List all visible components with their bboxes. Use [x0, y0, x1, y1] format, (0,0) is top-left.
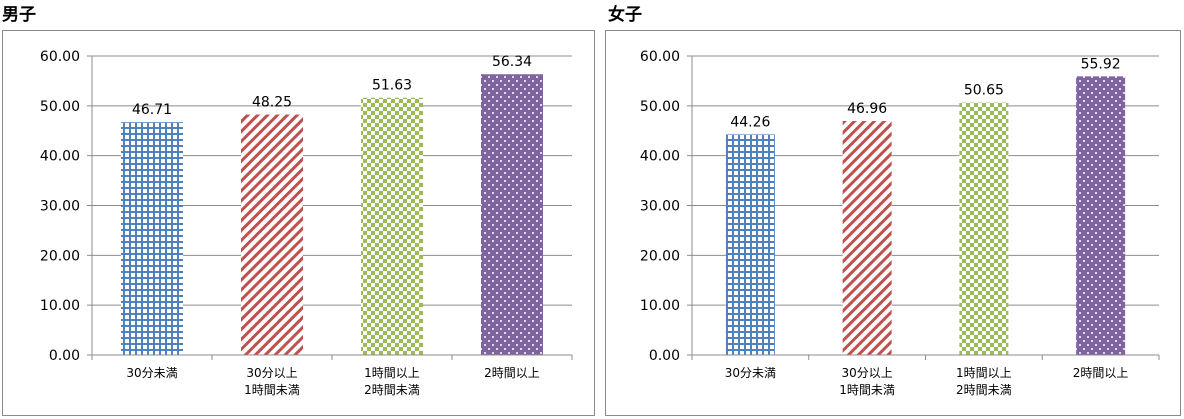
x-tick-label: 30分未満 [725, 366, 776, 380]
bar [121, 122, 183, 355]
y-tick-label: 40.00 [640, 149, 680, 165]
chart-title-boys: 男子 [2, 5, 36, 25]
data-label: 55.92 [1081, 56, 1121, 72]
x-tick-label: 2時間以上 [484, 366, 540, 380]
y-tick-label: 10.00 [640, 298, 680, 314]
data-label: 50.65 [964, 83, 1004, 99]
x-tick-label: 1時間未満 [244, 383, 300, 397]
y-tick-label: 0.00 [49, 348, 80, 364]
data-label: 51.63 [372, 78, 412, 94]
y-tick-label: 10.00 [40, 298, 80, 314]
y-tick-label: 20.00 [40, 248, 80, 264]
data-label: 44.26 [730, 114, 770, 130]
y-tick-label: 30.00 [640, 199, 680, 215]
data-label: 46.71 [132, 102, 172, 118]
bar [481, 74, 543, 355]
x-tick-label: 30分以上 [841, 366, 892, 380]
x-tick-label: 1時間以上 [364, 366, 420, 380]
chart-panel-boys: 0.00 10.00 20.00 30.00 40.00 50.00 60.00 46.71 3… [2, 30, 595, 416]
y-tick-label: 60.00 [40, 49, 80, 65]
bar [842, 120, 892, 355]
x-tick-label: 30分未満 [126, 366, 177, 380]
data-label: 46.96 [847, 101, 887, 117]
bar [1076, 76, 1126, 355]
y-tick-label: 0.00 [649, 348, 680, 364]
chart-title-girls: 女子 [608, 5, 642, 25]
bar [241, 114, 303, 355]
x-tick-label: 2時間未満 [364, 383, 420, 397]
y-tick-label: 50.00 [640, 99, 680, 115]
bar [361, 97, 423, 355]
x-tick-label: 1時間以上 [956, 366, 1012, 380]
y-tick-label: 40.00 [40, 149, 80, 165]
bar [959, 102, 1009, 355]
data-label: 56.34 [492, 54, 532, 70]
x-tick-label: 2時間未満 [956, 383, 1012, 397]
chart-panel-girls: 0.00 10.00 20.00 30.00 40.00 50.00 60.00 44.26 3… [605, 30, 1181, 416]
bar-chart-boys: 0.00 10.00 20.00 30.00 40.00 50.00 60.00 46.71 3… [40, 49, 573, 397]
y-tick-label: 50.00 [40, 99, 80, 115]
bar [725, 134, 775, 355]
x-tick-label: 30分以上 [246, 366, 297, 380]
y-tick-label: 30.00 [40, 199, 80, 215]
bar-chart-girls: 0.00 10.00 20.00 30.00 40.00 50.00 60.00 44.26 3… [640, 49, 1160, 397]
y-tick-label: 20.00 [640, 248, 680, 264]
x-tick-label: 2時間以上 [1073, 366, 1129, 380]
y-tick-label: 60.00 [640, 49, 680, 65]
x-tick-label: 1時間未満 [839, 383, 895, 397]
data-label: 48.25 [252, 95, 292, 111]
